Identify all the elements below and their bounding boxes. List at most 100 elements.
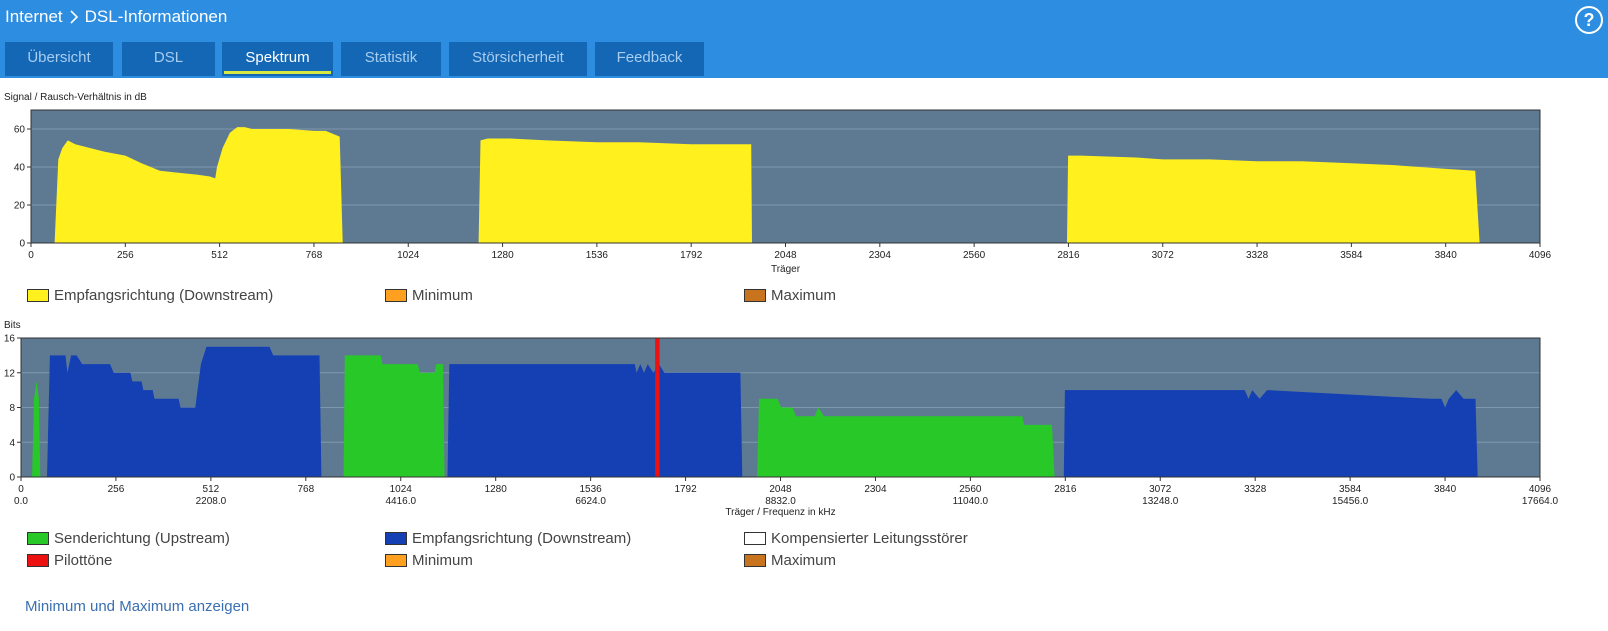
bits-chart-title: Bits (4, 320, 21, 331)
legend-bits-upstream: Senderichtung (Upstream) (27, 529, 230, 547)
legend-swatch (27, 288, 49, 302)
x-freq-label: 0.0 (14, 496, 28, 507)
legend-label: Kompensierter Leitungsstörer (771, 529, 968, 547)
x-tick-label: 2816 (1054, 484, 1077, 495)
legend-swatch (385, 553, 407, 567)
legend-swatch (27, 531, 49, 545)
snr-chart: 0 20 40 60 0 256 512 768 1024 1280 1536 1792 2048 230… (14, 109, 1552, 275)
x-tick-label: 256 (117, 250, 134, 261)
tab-statistik[interactable]: Statistik (341, 42, 441, 76)
x-freq-label: 13248.0 (1142, 496, 1179, 507)
x-tick-label: 0 (28, 250, 34, 261)
y-tick-label: 60 (14, 125, 26, 136)
x-tick-label: 3584 (1340, 250, 1363, 261)
legend-label: Senderichtung (Upstream) (54, 529, 230, 547)
series-area (1067, 155, 1480, 243)
pilot-tone-bar (655, 338, 660, 477)
y-tick-label: 0 (9, 473, 15, 484)
legend-swatch (744, 553, 766, 567)
legend-swatch (27, 553, 49, 567)
breadcrumb-dsl-informationen: DSL-Informationen (84, 7, 228, 26)
chevron-right-icon (70, 10, 78, 24)
x-freq-label: 11040.0 (953, 496, 989, 507)
x-freq-label: 8832.0 (765, 496, 796, 507)
show-min-max-link[interactable]: Minimum und Maximum anzeigen (25, 598, 250, 615)
x-axis-label: Träger / Frequenz in kHz (725, 507, 835, 518)
tab-uebersicht[interactable]: Übersicht (5, 42, 113, 76)
tab-spektrum[interactable]: Spektrum (222, 42, 333, 76)
x-tick-label: 3840 (1435, 250, 1458, 261)
x-tick-label: 512 (211, 250, 228, 261)
snr-chart-title: Signal / Rausch-Verhältnis in dB (4, 92, 147, 103)
legend-label: Pilottöne (54, 551, 113, 569)
legend-label: Minimum (412, 551, 473, 569)
legend-bits-kompensiert: Kompensierter Leitungsstörer (744, 529, 968, 547)
x-tick-label: 2304 (864, 484, 887, 495)
x-tick-label: 3072 (1149, 484, 1172, 495)
y-tick-label: 16 (4, 334, 16, 345)
x-freq-label: 2208.0 (196, 496, 227, 507)
tab-feedback[interactable]: Feedback (595, 42, 704, 76)
breadcrumb: Internet DSL-Informationen (5, 7, 227, 27)
legend-swatch (385, 531, 407, 545)
series-area (32, 381, 41, 477)
help-icon[interactable]: ? (1575, 6, 1603, 34)
x-tick-label: 768 (297, 484, 314, 495)
x-tick-label: 1536 (580, 484, 603, 495)
x-tick-label: 1024 (390, 484, 413, 495)
x-freq-label: 17664.0 (1522, 496, 1559, 507)
legend-swatch (744, 288, 766, 302)
x-tick-label: 1280 (485, 484, 508, 495)
x-tick-label: 768 (306, 250, 323, 261)
x-tick-label: 512 (203, 484, 220, 495)
breadcrumb-internet[interactable]: Internet (5, 7, 63, 26)
series-area (757, 398, 1055, 477)
x-tick-label: 1792 (674, 484, 697, 495)
y-tick-label: 20 (14, 201, 26, 212)
x-tick-label: 256 (108, 484, 125, 495)
series-area (47, 346, 322, 477)
x-tick-label: 1792 (680, 250, 703, 261)
x-tick-label: 2304 (869, 250, 892, 261)
y-tick-label: 4 (9, 438, 15, 449)
tab-dsl[interactable]: DSL (122, 42, 215, 76)
x-tick-label: 3328 (1244, 484, 1267, 495)
y-tick-label: 40 (14, 163, 26, 174)
x-tick-label: 3840 (1434, 484, 1457, 495)
legend-label: Minimum (412, 286, 473, 304)
x-tick-label: 2048 (774, 250, 797, 261)
y-tick-label: 0 (19, 239, 25, 250)
x-tick-label: 2560 (963, 250, 986, 261)
x-tick-label: 1536 (586, 250, 609, 261)
series-area (54, 127, 343, 243)
header-bar: Internet DSL-Informationen ? Übersicht D… (0, 0, 1608, 78)
x-tick-label: 4096 (1529, 250, 1552, 261)
legend-swatch (744, 531, 766, 545)
x-tick-label: 1024 (397, 250, 420, 261)
legend-bits-maximum: Maximum (744, 551, 836, 569)
legend-snr-minimum: Minimum (385, 286, 473, 304)
legend-label: Empfangsrichtung (Downstream) (412, 529, 632, 547)
x-tick-label: 2816 (1057, 250, 1080, 261)
y-tick-label: 8 (9, 403, 15, 414)
x-tick-label: 3072 (1152, 250, 1175, 261)
legend-swatch (385, 288, 407, 302)
legend-bits-downstream: Empfangsrichtung (Downstream) (385, 529, 631, 547)
legend-snr-maximum: Maximum (744, 286, 836, 304)
x-freq-label: 4416.0 (385, 496, 416, 507)
series-area (447, 364, 743, 477)
legend-label: Maximum (771, 286, 837, 304)
legend-label: Empfangsrichtung (Downstream) (54, 286, 274, 304)
x-tick-label: 0 (18, 484, 24, 495)
legend-bits-pilot: Pilottöne (27, 551, 112, 569)
x-tick-label: 4096 (1529, 484, 1552, 495)
x-freq-label: 15456.0 (1332, 496, 1369, 507)
x-tick-label: 3584 (1339, 484, 1362, 495)
x-tick-label: 1280 (491, 250, 514, 261)
x-freq-label: 6624.0 (575, 496, 606, 507)
tab-stoersicherheit[interactable]: Störsicherheit (449, 42, 587, 76)
y-tick-label: 12 (4, 368, 16, 379)
legend-bits-minimum: Minimum (385, 551, 473, 569)
series-area (343, 355, 445, 477)
